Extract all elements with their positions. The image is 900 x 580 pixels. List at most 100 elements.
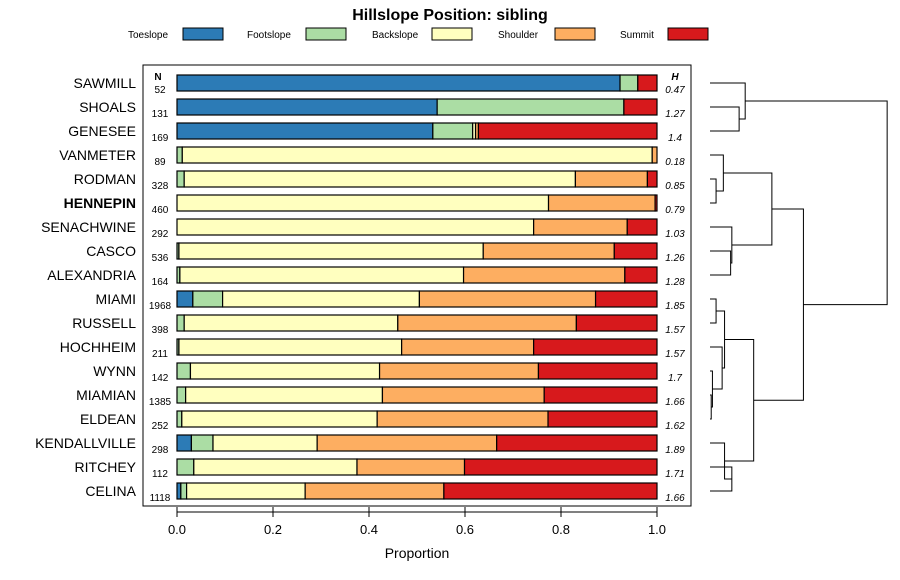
n-value-vanmeter: 89 [154,157,166,168]
h-value-eldean: 1.62 [665,421,685,432]
chart-title: Hillslope Position: sibling [352,7,548,24]
soil-label-senachwine: SENACHWINE [41,219,136,235]
n-value-genesee: 169 [152,133,169,144]
x-axis-title: Proportion [385,545,450,561]
bar-segment-kendallville-shoulder [316,434,498,452]
legend: Toeslope Footslope Backslope Shoulder Summit [128,27,709,41]
dendrogram-link-17 [745,100,888,306]
bar-segment-celina-backslope [186,482,306,500]
soil-label-genesee: GENESEE [68,123,136,139]
x-tick-label-5: 1.0 [648,522,666,537]
bar-segment-miamian-backslope [185,386,384,404]
n-value-hennepin: 460 [152,205,169,216]
legend-label-footslope: Footslope [247,30,291,41]
bar-segment-senachwine-backslope [176,218,535,236]
bar-segment-eldean-footslope [176,410,183,428]
dendrogram-link-11 [710,346,723,390]
bar-segment-celina-summit [443,482,658,500]
legend-label-summit: Summit [620,30,654,41]
dendrogram-link-6 [710,226,733,264]
bar-segment-ritchey-shoulder [356,458,466,476]
bar-segment-sawmill-toeslope [176,74,621,92]
bar-segment-shoals-toeslope [176,98,438,116]
h-value-casco: 1.26 [665,253,685,264]
soil-label-shoals: SHOALS [79,99,136,115]
bar-segment-vanmeter-shoulder [651,146,658,164]
bar-segment-rodman-backslope [183,170,577,188]
legend-swatch-summit [667,27,709,41]
n-value-celina: 1118 [150,493,171,504]
bar-segment-casco-shoulder [482,242,615,260]
soil-label-sawmill: SAWMILL [74,75,137,91]
h-value-ritchey: 1.71 [665,469,684,480]
h-values: 0.47 1.27 1.4 0.18 0.85 0.79 1.03 1.26 1.28 1.85 1… [665,85,685,504]
x-axis: 0.0 0.2 0.4 0.6 0.8 1.0 [168,507,666,537]
dendrogram-link-16 [753,208,804,401]
soil-label-vanmeter: VANMETER [59,147,136,163]
n-value-miamian: 1385 [149,397,172,408]
bar-segment-senachwine-summit [626,218,658,236]
h-value-sawmill: 0.47 [665,85,685,96]
legend-label-shoulder: Shoulder [498,30,539,41]
n-value-alexandria: 164 [152,277,169,288]
bar-segment-celina-footslope [180,482,188,500]
n-value-hochheim: 211 [152,349,168,360]
bar-segment-kendallville-footslope [190,434,214,452]
bar-segment-shoals-summit [623,98,658,116]
bar-segment-eldean-backslope [181,410,378,428]
x-tick-label-3: 0.6 [456,522,474,537]
n-value-sawmill: 52 [154,85,166,96]
bar-segment-rodman-footslope [176,170,185,188]
bar-segment-kendallville-toeslope [176,434,192,452]
bar-segment-alexandria-shoulder [462,266,626,284]
h-value-miamian: 1.66 [665,397,685,408]
h-value-hochheim: 1.57 [665,349,685,360]
legend-swatch-backslope [431,27,473,41]
soil-label-rodman: RODMAN [74,171,136,187]
soil-label-russell: RUSSELL [72,315,136,331]
bar-segment-russell-footslope [176,314,185,332]
dendrogram-link-2 [710,82,746,120]
bar-segment-hochheim-summit [533,338,658,356]
h-value-miami: 1.85 [665,301,685,312]
soil-labels: SAWMILL SHOALS GENESEE VANMETER RODMAN HENNEP… [35,75,137,499]
bar-segment-ritchey-footslope [176,458,195,476]
dendrogram-link-12 [716,310,726,369]
x-tick-label-4: 0.8 [552,522,570,537]
bar-segment-shoals-footslope [436,98,625,116]
bar-segment-genesee-footslope [432,122,474,140]
n-value-senachwine: 292 [152,229,169,240]
soil-label-wynn: WYNN [93,363,136,379]
dendrogram-link-3 [710,178,717,204]
bar-segment-hennepin-backslope [176,194,550,212]
dendrogram-link-5 [710,250,732,276]
bar-segment-vanmeter-backslope [181,146,653,164]
soil-label-casco: CASCO [86,243,136,259]
soil-label-celina: CELINA [85,483,136,499]
soil-label-miamian: MIAMIAN [76,387,136,403]
soil-label-eldean: ELDEAN [80,411,136,427]
h-value-rodman: 0.85 [665,181,685,192]
h-value-genesee: 1.4 [668,133,682,144]
x-tick-label-2: 0.4 [360,522,378,537]
bar-segment-rodman-summit [646,170,658,188]
bar-segment-rodman-shoulder [574,170,649,188]
n-value-rodman: 328 [152,181,169,192]
bar-segment-ritchey-backslope [193,458,358,476]
bar-segment-wynn-backslope [189,362,381,380]
bar-segment-wynn-footslope [176,362,192,380]
n-value-wynn: 142 [152,373,169,384]
bar-segment-ritchey-summit [463,458,658,476]
bar-segment-casco-backslope [178,242,484,260]
bar-segment-wynn-summit [537,362,658,380]
bar-segment-genesee-toeslope [176,122,434,140]
bar-segment-miami-shoulder [418,290,597,308]
bar-segment-alexandria-backslope [179,266,465,284]
bar-segment-russell-summit [575,314,658,332]
n-value-russell: 398 [152,325,169,336]
x-tick-label-1: 0.2 [264,522,282,537]
bar-segment-hochheim-shoulder [401,338,535,356]
h-value-shoals: 1.27 [665,109,685,120]
bar-segment-hennepin-summit [654,194,658,212]
